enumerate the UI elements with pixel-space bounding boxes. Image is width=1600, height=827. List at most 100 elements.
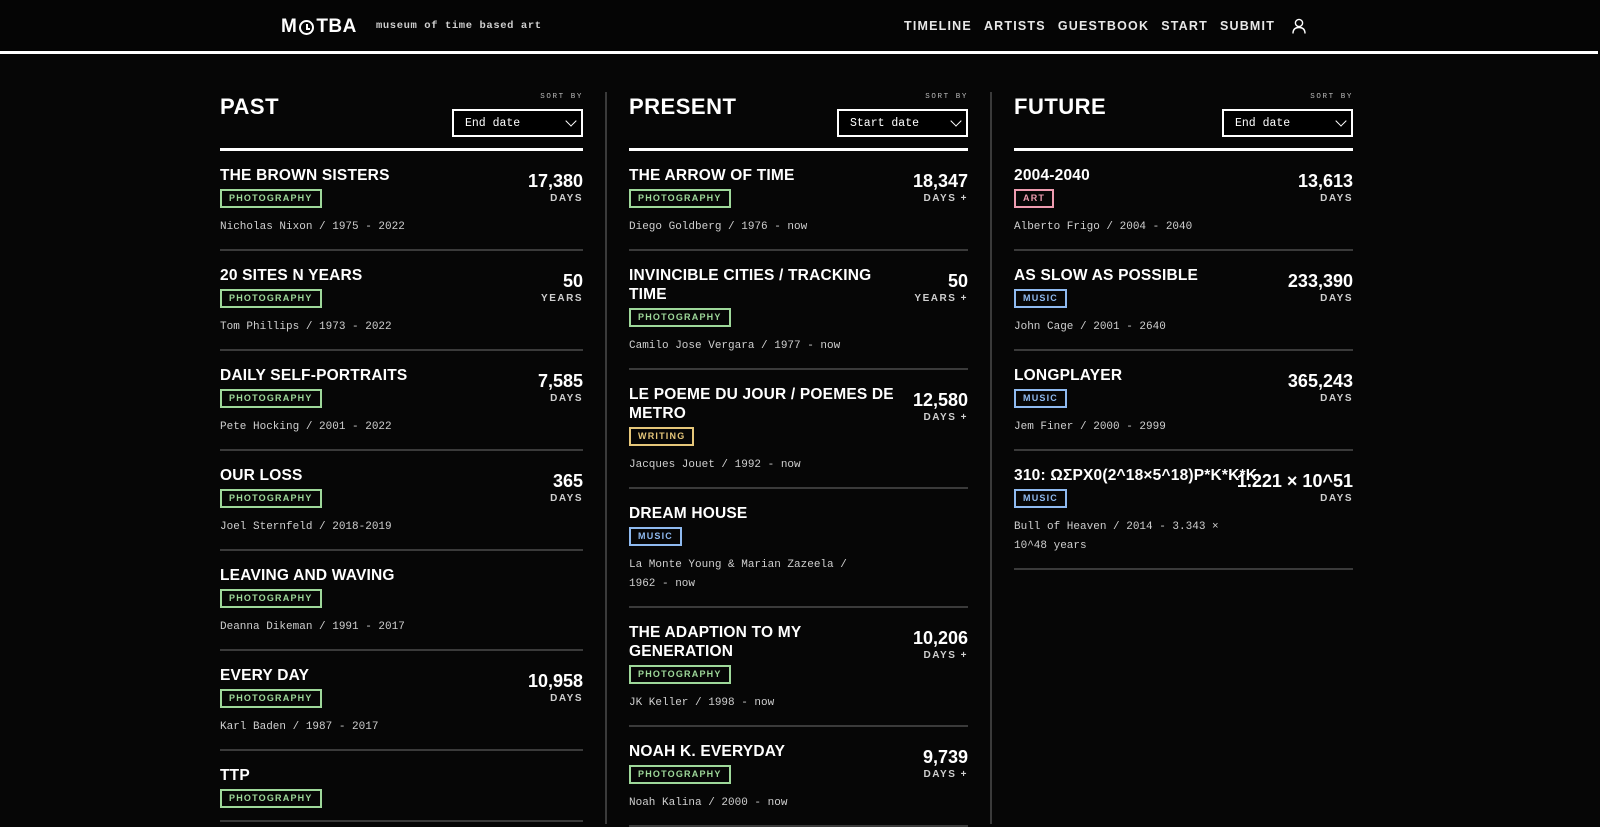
artwork-title[interactable]: DAILY SELF-PORTRAITS — [220, 367, 408, 384]
artwork-title[interactable]: DREAM HOUSE — [629, 505, 748, 522]
duration-unit: YEARS — [541, 293, 583, 304]
category-badge[interactable]: PHOTOGRAPHY — [220, 589, 322, 608]
artwork-title[interactable]: NOAH K. EVERYDAY — [629, 743, 786, 760]
artwork-card[interactable]: DAILY SELF-PORTRAITS PHOTOGRAPHY Pete Hock… — [220, 351, 583, 451]
artwork-title[interactable]: 20 SITES N YEARS — [220, 267, 363, 284]
artwork-title[interactable]: THE ARROW OF TIME — [629, 167, 795, 184]
duration: 1.221 × 10^51 DAYS — [1237, 471, 1353, 504]
sort-select[interactable]: End date — [452, 109, 583, 137]
artwork-title[interactable]: AS SLOW AS POSSIBLE — [1014, 267, 1199, 284]
artwork-card[interactable]: OUR LOSS PHOTOGRAPHY Joel Sternfeld / 2018… — [220, 451, 583, 551]
category-badge[interactable]: PHOTOGRAPHY — [629, 189, 731, 208]
entry-list: THE BROWN SISTERS PHOTOGRAPHY Nicholas Nix… — [220, 151, 583, 822]
artist-and-dates: Deanna Dikeman / 1991 - 2017 — [220, 621, 405, 633]
artwork-title[interactable]: LE POEME DU JOUR / POEMES DE METRO — [629, 386, 894, 422]
category-badge[interactable]: MUSIC — [1014, 489, 1067, 508]
artist-and-dates: Bull of Heaven / 2014 - 3.343 × 10^48 ye… — [1014, 521, 1219, 552]
artwork-card[interactable]: 20 SITES N YEARS PHOTOGRAPHY Tom Phillips … — [220, 251, 583, 351]
duration-unit: DAYS + — [923, 412, 968, 423]
artwork-card[interactable]: EVERY DAY PHOTOGRAPHY Karl Baden / 1987 - … — [220, 651, 583, 751]
artist-and-dates: Jem Finer / 2000 - 2999 — [1014, 421, 1166, 433]
artwork-card[interactable]: AS SLOW AS POSSIBLE MUSIC John Cage / 2001… — [1014, 251, 1353, 351]
artwork-card[interactable]: DREAM HOUSE MUSIC La Monte Young & Marian … — [629, 489, 968, 608]
motba-logo[interactable]: M TBA — [281, 16, 357, 38]
artist-and-dates: Camilo Jose Vergara / 1977 - now — [629, 340, 841, 352]
artwork-card[interactable]: LEAVING AND WAVING PHOTOGRAPHY Deanna Dike… — [220, 551, 583, 651]
artwork-card[interactable]: 2004-2040 ART Alberto Frigo / 2004 - 2040 1… — [1014, 151, 1353, 251]
column-rule — [220, 148, 583, 151]
artist-and-dates: Karl Baden / 1987 - 2017 — [220, 721, 379, 733]
artist-and-dates: Nicholas Nixon / 1975 - 2022 — [220, 221, 405, 233]
top-navigation-bar: M TBA museum of time based art TIMELINE A… — [0, 0, 1600, 52]
sort-select-value: Start date — [850, 117, 920, 130]
category-badge[interactable]: ART — [1014, 189, 1055, 208]
artwork-card[interactable]: THE BROWN SISTERS PHOTOGRAPHY Nicholas Nix… — [220, 151, 583, 251]
user-account-icon[interactable] — [1292, 18, 1306, 34]
duration-unit: DAYS — [1320, 293, 1353, 304]
category-badge[interactable]: PHOTOGRAPHY — [220, 789, 322, 808]
duration-value: 7,585 — [537, 371, 583, 391]
sort-select[interactable]: Start date — [837, 109, 968, 137]
category-badge[interactable]: PHOTOGRAPHY — [220, 489, 322, 508]
duration-unit: DAYS + — [923, 769, 968, 780]
nav-guestbook[interactable]: GUESTBOOK — [1057, 19, 1150, 33]
artist-and-dates: JK Keller / 1998 - now — [629, 697, 775, 709]
chevron-down-icon — [565, 115, 577, 127]
nav-start[interactable]: START — [1161, 19, 1208, 33]
duration-value: 17,380 — [527, 171, 583, 191]
duration: 365,243 DAYS — [1288, 371, 1353, 404]
artwork-card[interactable]: NOAH K. EVERYDAY PHOTOGRAPHY Noah Kalina /… — [629, 727, 968, 827]
duration: 10,958 DAYS — [528, 671, 583, 704]
sort-by-label: SORT BY — [1310, 93, 1353, 101]
artwork-title[interactable]: THE BROWN SISTERS — [220, 167, 390, 184]
category-badge[interactable]: WRITING — [629, 427, 695, 446]
duration: 18,347 DAYS + — [913, 171, 968, 204]
duration-unit: DAYS — [550, 693, 583, 704]
category-badge[interactable]: PHOTOGRAPHY — [629, 308, 731, 327]
category-badge[interactable]: PHOTOGRAPHY — [220, 289, 322, 308]
artwork-title[interactable]: INVINCIBLE CITIES / TRACKING TIME — [629, 267, 872, 303]
category-badge[interactable]: MUSIC — [1014, 389, 1067, 408]
artwork-card[interactable]: THE ARROW OF TIME PHOTOGRAPHY Diego Goldbe… — [629, 151, 968, 251]
duration-unit: YEARS + — [914, 293, 968, 304]
artwork-title[interactable]: 2004-2040 — [1014, 167, 1090, 184]
nav-timeline[interactable]: TIMELINE — [904, 19, 972, 33]
category-badge[interactable]: PHOTOGRAPHY — [629, 765, 731, 784]
artist-and-dates: Diego Goldberg / 1976 - now — [629, 221, 808, 233]
artwork-card[interactable]: THE ADAPTION TO MY GENERATION PHOTOGRAPHY… — [629, 608, 968, 727]
duration: 7,585 DAYS — [538, 371, 583, 404]
artwork-title[interactable]: 310: ΩΣΡΧ0(2^18×5^18)P*K*K*K — [1014, 467, 1258, 484]
artwork-card[interactable]: LE POEME DU JOUR / POEMES DE METRO WRITIN… — [629, 370, 968, 489]
category-badge[interactable]: PHOTOGRAPHY — [629, 665, 731, 684]
duration: 13,613 DAYS — [1298, 171, 1353, 204]
category-badge[interactable]: MUSIC — [629, 527, 682, 546]
artwork-card[interactable]: LONGPLAYER MUSIC Jem Finer / 2000 - 2999 36… — [1014, 351, 1353, 451]
duration-value: 365,243 — [1287, 371, 1353, 391]
header-divider — [0, 51, 1598, 54]
duration: 9,739 DAYS + — [923, 747, 968, 780]
sort-select-value: End date — [465, 117, 521, 130]
artwork-title[interactable]: TTP — [220, 767, 250, 784]
category-badge[interactable]: PHOTOGRAPHY — [220, 689, 322, 708]
nav-artists[interactable]: ARTISTS — [983, 19, 1046, 33]
category-badge[interactable]: PHOTOGRAPHY — [220, 389, 322, 408]
artist-and-dates: Jacques Jouet / 1992 - now — [629, 459, 801, 471]
artwork-title[interactable]: EVERY DAY — [220, 667, 310, 684]
sort-select[interactable]: End date — [1222, 109, 1353, 137]
artwork-title[interactable]: LEAVING AND WAVING — [220, 567, 395, 584]
duration-value: 13,613 — [1297, 171, 1353, 191]
artwork-title[interactable]: OUR LOSS — [220, 467, 303, 484]
artwork-title[interactable]: LONGPLAYER — [1014, 367, 1123, 384]
artist-and-dates: Tom Phillips / 1973 - 2022 — [220, 321, 392, 333]
sort-by-label: SORT BY — [540, 93, 583, 101]
nav-submit[interactable]: SUBMIT — [1219, 19, 1276, 33]
artwork-title[interactable]: THE ADAPTION TO MY GENERATION — [629, 624, 802, 660]
artwork-card[interactable]: TTP PHOTOGRAPHY — [220, 751, 583, 822]
duration-value: 233,390 — [1287, 271, 1353, 291]
category-badge[interactable]: MUSIC — [1014, 289, 1067, 308]
artwork-card[interactable]: 310: ΩΣΡΧ0(2^18×5^18)P*K*K*K MUSIC Bull of… — [1014, 451, 1353, 570]
artwork-card[interactable]: INVINCIBLE CITIES / TRACKING TIME PHOTOGR… — [629, 251, 968, 370]
category-badge[interactable]: PHOTOGRAPHY — [220, 189, 322, 208]
column-title: PAST — [220, 94, 280, 119]
duration-unit: DAYS + — [923, 193, 968, 204]
